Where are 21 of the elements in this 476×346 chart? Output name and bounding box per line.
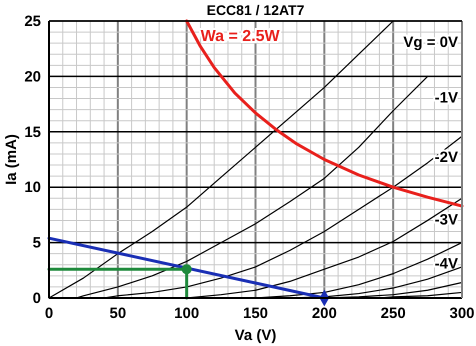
- y-tick-label: 15: [24, 124, 41, 141]
- y-tick-label: 10: [24, 179, 41, 196]
- y-tick-label: 20: [24, 68, 41, 86]
- x-tick-label: 0: [44, 305, 54, 322]
- y-axis-title: Ia (mA): [3, 134, 20, 185]
- series-label: Vg = 0V: [403, 34, 458, 51]
- series-label: -2V: [434, 149, 458, 166]
- x-tick-label: 150: [242, 305, 268, 322]
- series-label: -1V: [434, 89, 458, 106]
- x-tick-label: 300: [449, 305, 475, 322]
- series-label: -4V: [434, 256, 458, 273]
- x-tick-label: 100: [174, 305, 200, 322]
- x-tick-label: 50: [109, 305, 126, 322]
- y-tick-label: 25: [24, 13, 41, 30]
- chart-title: ECC81 / 12AT7: [206, 2, 305, 18]
- x-axis-title: Va (V): [234, 327, 276, 344]
- x-tick-label: 200: [312, 305, 337, 322]
- y-tick-label: 0: [32, 290, 41, 307]
- x-tick-label: 250: [380, 305, 406, 322]
- series-label: -3V: [434, 211, 458, 228]
- y-tick-label: 5: [32, 234, 41, 252]
